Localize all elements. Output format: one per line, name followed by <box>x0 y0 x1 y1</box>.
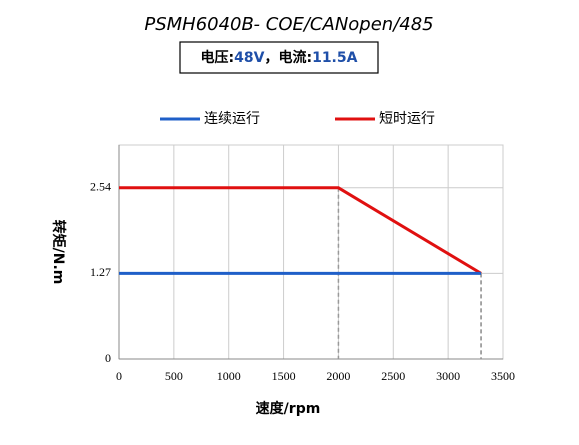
subtitle-part: ，电流: <box>264 49 312 66</box>
subtitle-part: 48V <box>234 50 264 66</box>
y-tick-label: 1.27 <box>90 265 111 279</box>
x-tick-label: 0 <box>116 369 122 383</box>
subtitle-part: 电压: <box>201 49 235 66</box>
x-tick-label: 500 <box>165 369 183 383</box>
y-axis-label: 转矩/N.m <box>50 220 67 285</box>
y-tick-label: 0 <box>105 351 111 365</box>
subtitle: 电压:48V，电流:11.5A <box>201 49 358 66</box>
x-tick-label: 2000 <box>326 369 350 383</box>
y-tick-label: 2.54 <box>90 180 111 194</box>
x-axis-label: 速度/rpm <box>256 400 321 417</box>
x-tick-label: 3500 <box>491 369 515 383</box>
x-tick-label: 1000 <box>217 369 241 383</box>
x-tick-label: 3000 <box>436 369 460 383</box>
series-line <box>119 186 482 275</box>
legend-label: 短时运行 <box>379 111 435 127</box>
x-tick-label: 2500 <box>381 369 405 383</box>
subtitle-part: 11.5A <box>312 50 358 66</box>
x-tick-label: 1500 <box>272 369 296 383</box>
subtitle-box <box>179 41 379 74</box>
chart-title: PSMH6040B- COE/CANopen/485 <box>144 14 433 35</box>
legend-label: 连续运行 <box>204 110 260 127</box>
